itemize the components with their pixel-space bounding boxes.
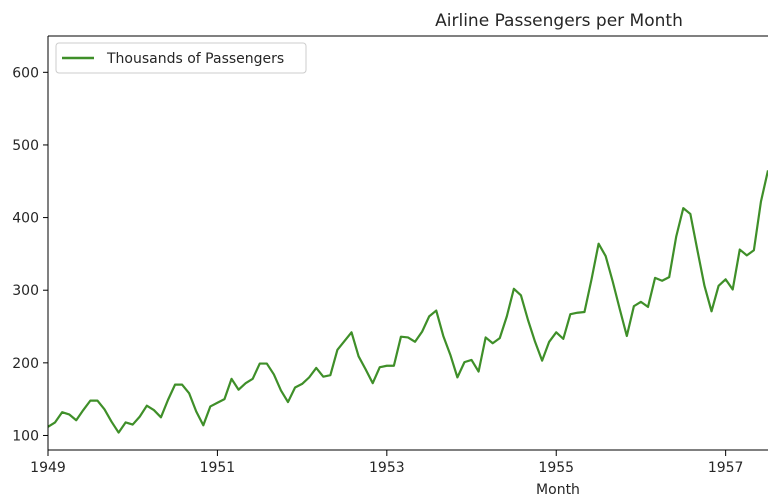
y-tick-label: 400 <box>12 211 39 227</box>
legend-box <box>55 42 307 74</box>
y-tick-label: 600 <box>12 65 39 81</box>
x-tick-label: 1951 <box>200 460 236 476</box>
x-axis-label: Month <box>536 482 580 498</box>
legend: Thousands of Passengers <box>55 42 307 74</box>
y-tick-label: 100 <box>12 428 39 444</box>
series-line-thousands-of-passengers <box>48 170 768 434</box>
x-tick-label: 1949 <box>30 460 66 476</box>
y-tick-label: 200 <box>12 356 39 372</box>
legend-label: Thousands of Passengers <box>106 51 284 67</box>
chart-title: Airline Passengers per Month <box>435 11 683 31</box>
x-tick-label: 1955 <box>538 460 574 476</box>
y-tick-label: 300 <box>12 283 39 299</box>
plot-background <box>48 36 768 450</box>
x-tick-label: 1953 <box>369 460 405 476</box>
x-tick-label: 1957 <box>708 460 744 476</box>
y-tick-label: 500 <box>12 138 39 154</box>
